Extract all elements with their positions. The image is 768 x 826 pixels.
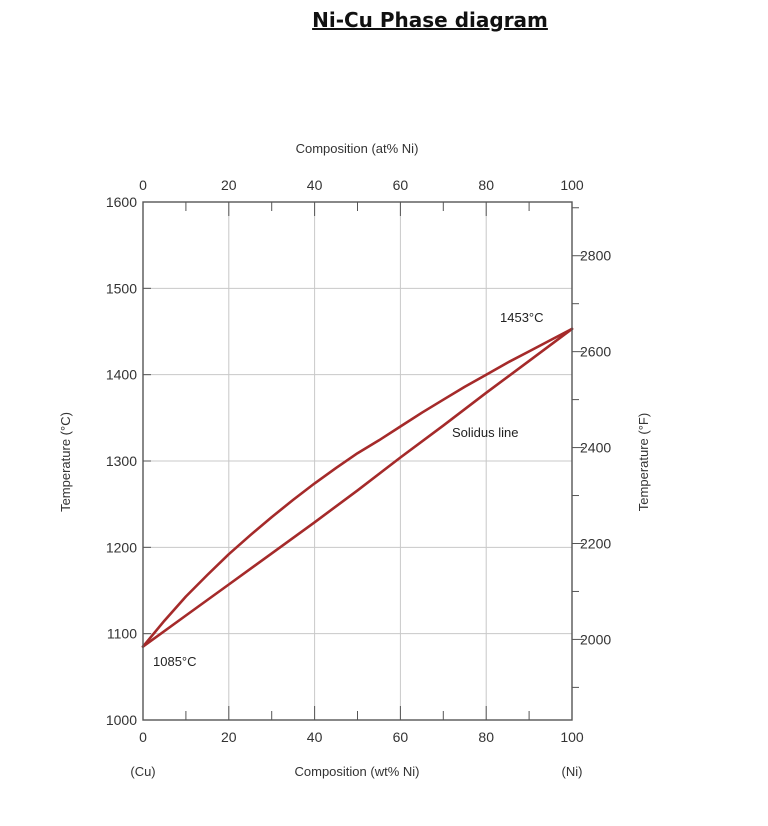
y-tick-label-right: 2400 (580, 440, 611, 456)
x-tick-label-bottom: 20 (221, 729, 237, 745)
y-axis-title-right: Temperature (°F) (636, 413, 651, 511)
x-axis-title-top: Composition (at% Ni) (296, 141, 419, 156)
x-tick-label-top: 100 (560, 177, 584, 193)
y-tick-label-left: 1400 (106, 367, 137, 383)
y-tick-label-left: 1300 (106, 453, 137, 469)
x-tick-label-bottom: 60 (393, 729, 409, 745)
x-tick-label-bottom: 0 (139, 729, 147, 745)
solidus-line (141, 327, 574, 648)
liquidus-line (141, 327, 574, 648)
x-tick-label-top: 20 (221, 177, 237, 193)
x-tick-label-bottom: 100 (560, 729, 584, 745)
y-tick-label-left: 1500 (106, 280, 137, 296)
y-axis-title-left: Temperature (°C) (58, 412, 73, 512)
y-tick-label-left: 1000 (106, 712, 137, 728)
y-tick-label-left: 1200 (106, 539, 137, 555)
annotation-1085c: 1085°C (153, 654, 197, 669)
grid (143, 202, 572, 720)
x-tick-label-top: 0 (139, 177, 147, 193)
x-tick-label-bottom: 80 (478, 729, 494, 745)
y-tick-label-right: 2600 (580, 344, 611, 360)
axis-ticks: 0 20 40 60 80 1000 20 40 60 80 1001000110012001300… (106, 177, 612, 745)
x-tick-label-top: 80 (478, 177, 494, 193)
annotation-1453c: 1453°C (500, 310, 544, 325)
end-label-cu: (Cu) (130, 764, 155, 779)
x-tick-label-bottom: 40 (307, 729, 323, 745)
y-tick-label-right: 2000 (580, 631, 611, 647)
y-tick-label-left: 1600 (106, 194, 137, 210)
x-tick-label-top: 60 (393, 177, 409, 193)
x-tick-label-top: 40 (307, 177, 323, 193)
plot-frame (142, 201, 573, 721)
y-tick-label-left: 1100 (107, 626, 137, 642)
annotation-solidus-line: Solidus line (452, 425, 519, 440)
y-tick-label-right: 2800 (580, 248, 611, 264)
y-tick-label-right: 2200 (580, 535, 611, 551)
x-axis-title-bottom: Composition (wt% Ni) (295, 764, 420, 779)
series-layer (141, 327, 574, 648)
page-title: Ni-Cu Phase diagram (312, 8, 548, 32)
end-label-ni: (Ni) (562, 764, 583, 779)
